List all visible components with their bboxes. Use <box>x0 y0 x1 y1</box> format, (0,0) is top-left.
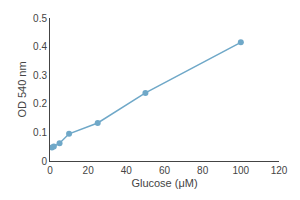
svg-text:0.2: 0.2 <box>33 98 47 109</box>
svg-text:60: 60 <box>159 165 171 176</box>
svg-text:100: 100 <box>232 165 249 176</box>
svg-text:0.4: 0.4 <box>33 41 47 52</box>
svg-text:Glucose (μM): Glucose (μM) <box>131 177 197 189</box>
svg-text:120: 120 <box>271 165 288 176</box>
svg-text:0.1: 0.1 <box>33 127 47 138</box>
svg-text:20: 20 <box>83 165 95 176</box>
svg-text:0.5: 0.5 <box>33 13 47 24</box>
svg-text:40: 40 <box>121 165 133 176</box>
svg-text:OD 540 nm: OD 540 nm <box>16 61 28 117</box>
svg-text:0.3: 0.3 <box>33 70 47 81</box>
svg-text:80: 80 <box>197 165 209 176</box>
svg-text:0: 0 <box>41 156 47 167</box>
svg-text:0: 0 <box>47 165 53 176</box>
